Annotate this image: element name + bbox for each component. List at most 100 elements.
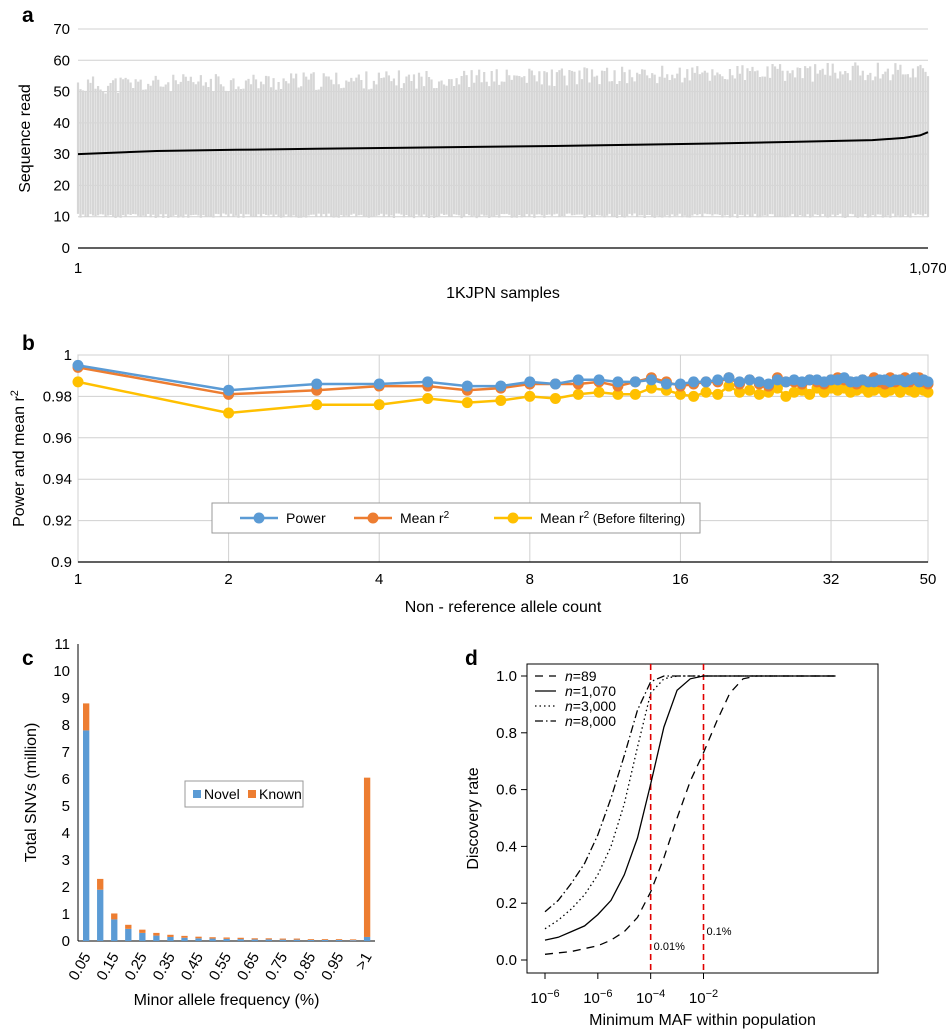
panel-d-legend-label-italic: n [565,683,573,699]
panel-c-bar-known [349,939,357,941]
panel-c-bar-novel [111,919,118,941]
panel-c-bar-known [223,937,230,939]
panel-c-xtick-label: 0.75 [262,950,291,984]
panel-b-ylabel-sup: 2 [9,390,21,396]
panel-b-xlabel: Non - reference allele count [405,599,602,616]
panel-c-bar-known [125,924,132,929]
panel-b-point [495,395,507,407]
panel-c-bar-known [321,939,329,940]
panel-b-point [712,388,724,400]
panel-d-legend-label: n=1,070 [565,683,616,699]
panel-c-xtick-label: 0.65 [234,950,263,984]
panel-d-curve [544,675,836,955]
panel-d-legend-label: n=89 [565,668,597,684]
panel-a-mean-line [77,131,929,156]
panel-b-point [72,376,84,388]
panel-c-legend-box [184,780,304,808]
panel-b-legend-label-text: Power [286,510,326,526]
panel-c-bar-novel [153,935,160,941]
panel-c-bar-known [307,939,315,940]
panel-b-legend-label-text: Mean r [400,510,444,526]
panel-d-xtick-base: 10 [530,990,547,1007]
panel-b-xtick-label: 16 [672,571,689,588]
panel-b-xtick-label: 4 [375,571,383,588]
panel-a-ytick-label: 10 [53,209,70,226]
panel-b-point [753,388,765,400]
panel-b-ylabel: Power and mean r2 [9,390,28,527]
panel-c-ytick-label: 8 [62,717,70,734]
panel-d-xtick-base: 10 [583,990,600,1007]
panel-c-legend-swatch [248,790,256,798]
panel-b-point [629,388,641,400]
panel-c-letter: c [22,647,34,670]
panel-a-xlabel: 1KJPN samples [446,285,560,302]
panel-b-point [771,382,783,394]
panel-b-point [572,388,584,400]
panel-a-ytick-label: 30 [53,146,70,163]
panel-d-xtick-base: 10 [636,990,653,1007]
panel-d-ytick-label: 0.6 [496,782,517,799]
panel-b-legend-label: Power [286,510,326,526]
panel-b-point [572,374,584,386]
panel-c-bar-novel [321,939,329,941]
panel-d-reference-label: 0.1% [707,926,732,938]
panel-a-ytick-label: 60 [53,52,70,69]
panel-b-point [700,386,712,398]
panel-b-point [804,388,816,400]
panel-b-legend-label-suffix: (Before filtering) [589,511,685,526]
panel-c-bar-novel [139,932,146,941]
panel-c-bar-novel [223,938,230,941]
panel-c-xtick-label: 0.95 [318,950,347,984]
panel-d-legend-label-italic: n [565,668,573,684]
panel-b-point [461,397,473,409]
panel-b-ytick-label: 0.92 [43,513,72,530]
panel-b-point [645,382,657,394]
panel-b-point [593,374,605,386]
panel-b-point [674,378,686,390]
panel-b-legend-marker [253,512,265,524]
panel-d-xtick-exponent: −6 [600,988,613,1000]
panel-b-xtick-label: 50 [920,571,937,588]
panel-b-point [744,384,756,396]
panel-b-point [72,359,84,371]
panel-d-ytick-label: 0.0 [496,952,517,969]
panel-b-point [593,386,605,398]
panel-b-point [422,392,434,404]
panel-c-ytick-label: 2 [62,879,70,896]
panel-b-legend-label: Mean r2 [400,510,450,527]
panel-d-xlabel: Minimum MAF within population [589,1012,816,1029]
panel-c-xtick-label: 0.85 [290,950,319,984]
panel-b-legend-marker [367,512,379,524]
panel-d-legend-label-italic: n [565,698,573,714]
panel-c-bar-known [111,913,118,920]
panel-c-ytick-label: 4 [62,825,70,842]
panel-b-point [629,376,641,388]
panel-b-point [922,386,934,398]
panel-c-legend-swatch [193,790,201,798]
panel-d-xtick-exponent: −6 [547,988,560,1000]
panel-a-xtick-label: 1,070 [909,260,946,277]
panel-b-point [734,386,746,398]
panel-c-bar-known [167,934,174,937]
panel-b: b 0.9 0.92 0.94 0.96 0.98 1 1 2 4 8 16 32 50 Power Mean… [9,332,936,616]
panel-c-ytick-label: 0 [62,933,70,950]
panel-b-xtick-label: 1 [74,571,82,588]
panel-c-bar-novel [349,940,357,941]
panel-d-legend-label: n=3,000 [565,698,616,714]
panel-b-legend-label: Mean r2 (Before filtering) [540,510,685,527]
panel-c-ytick-label: 11 [54,636,70,653]
panel-c-legend-label: Known [259,786,302,802]
panel-c-ytick-label: 3 [62,852,70,869]
panel-c-ytick-label: 10 [53,663,70,680]
panel-b-point [763,378,775,390]
panel-c-bar-known [335,939,343,940]
panel-c-bar-known [153,932,160,936]
panel-b-point [612,376,624,388]
panel-b-legend-label-sup: 2 [444,510,450,521]
panel-c-bar-known [83,703,90,731]
panel-b-legend-box [211,502,701,534]
panel-c-ytick-label: 5 [62,798,70,815]
panel-b-point [373,378,385,390]
panel-b-point [549,392,561,404]
